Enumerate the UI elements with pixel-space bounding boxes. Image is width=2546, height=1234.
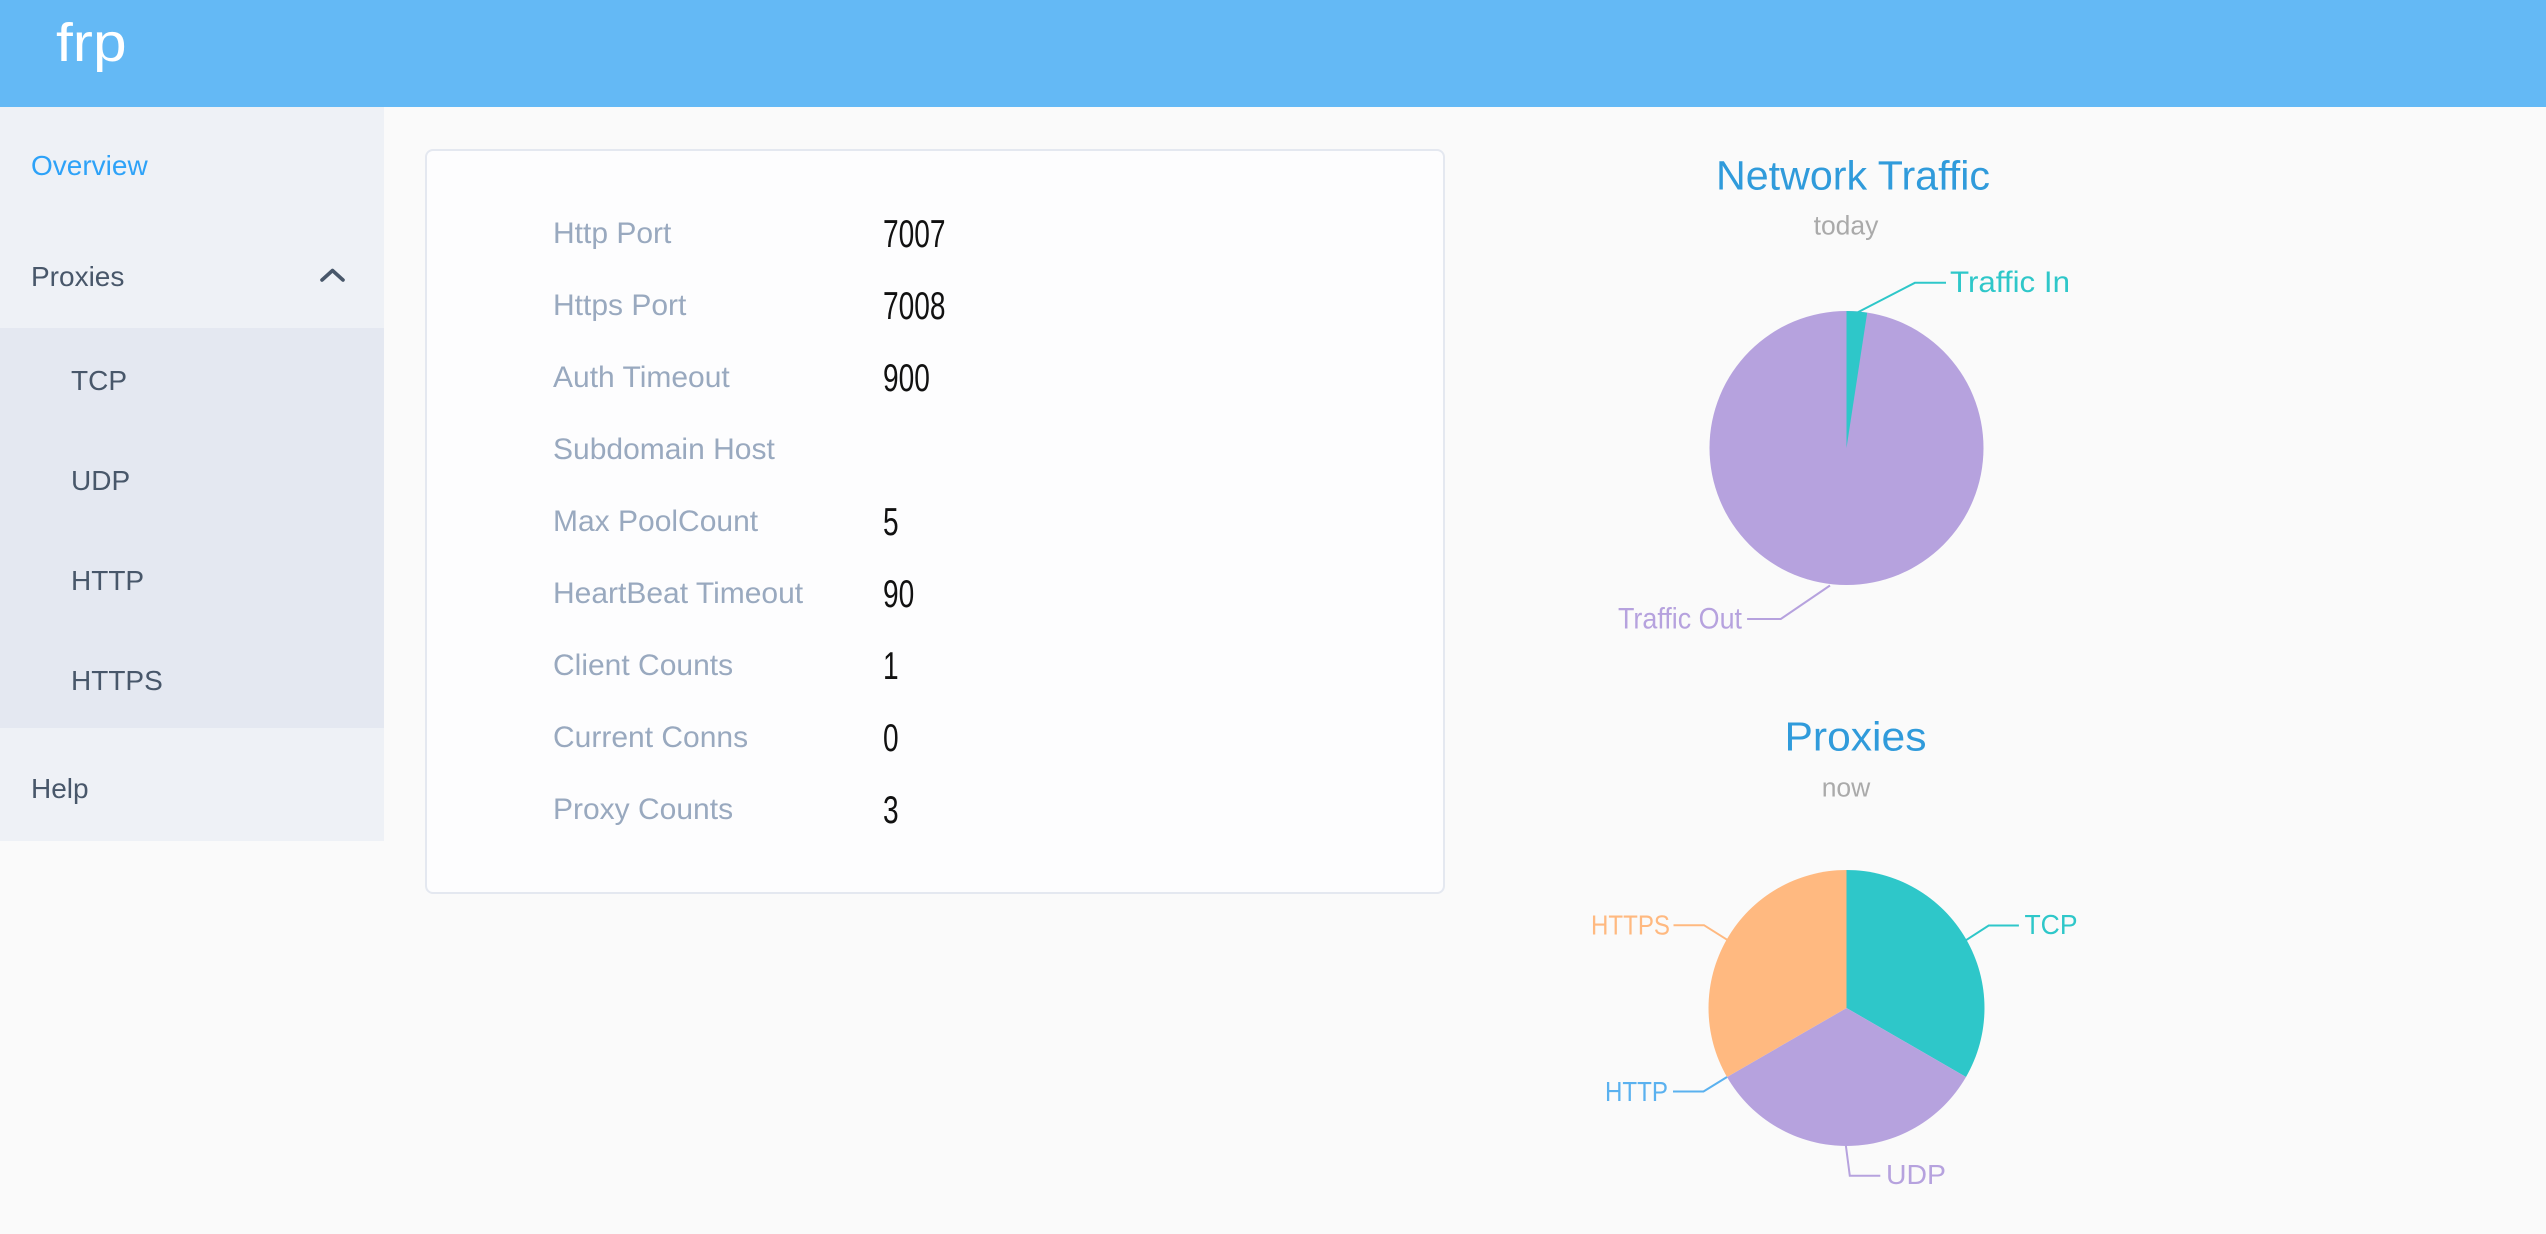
svg-text:Proxies: Proxies [1785, 713, 1927, 759]
svg-text:Network Traffic: Network Traffic [1716, 153, 1990, 199]
svg-text:UDP: UDP [1886, 1159, 1946, 1190]
svg-text:HTTP: HTTP [1605, 1076, 1668, 1107]
svg-text:now: now [1822, 773, 1871, 803]
svg-text:today: today [1814, 211, 1880, 241]
svg-text:Traffic Out: Traffic Out [1618, 603, 1743, 636]
svg-text:Traffic In: Traffic In [1950, 266, 2070, 299]
svg-text:HTTPS: HTTPS [1591, 909, 1670, 940]
svg-text:TCP: TCP [2025, 909, 2078, 940]
